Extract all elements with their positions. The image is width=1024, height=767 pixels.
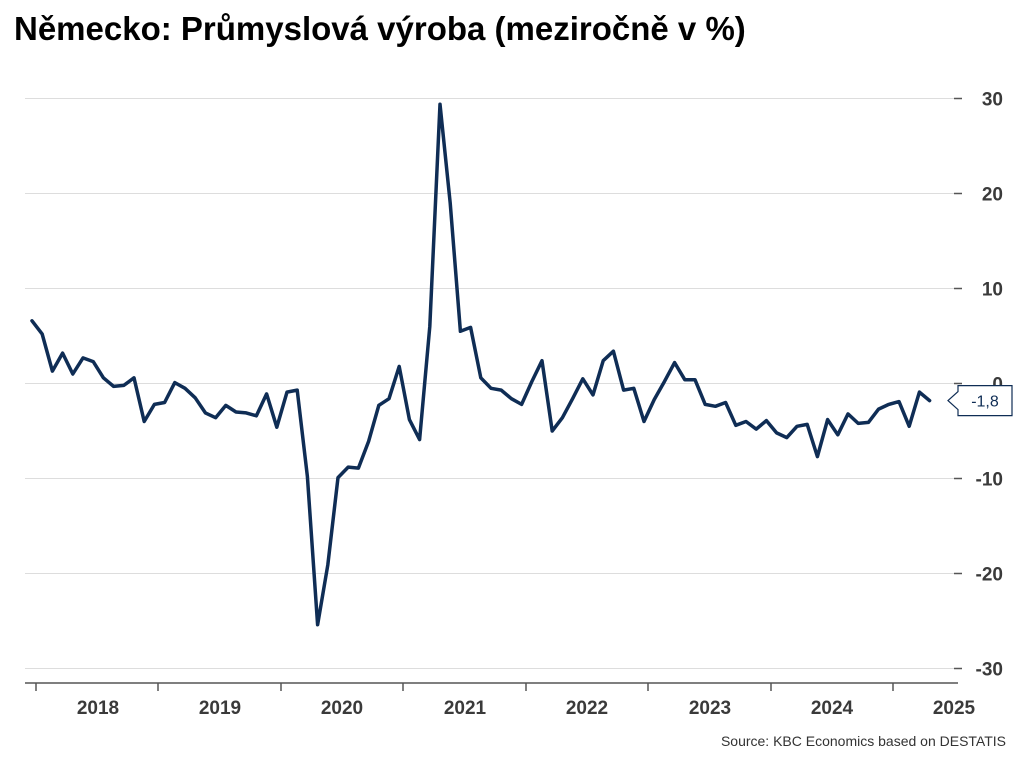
callout-label: -1,8 bbox=[971, 394, 999, 411]
x-tick-label: 2020 bbox=[321, 698, 363, 719]
source-note: Source: KBC Economics based on DESTATIS bbox=[720, 733, 1006, 749]
y-tick-label: -20 bbox=[976, 565, 1003, 586]
axes bbox=[25, 97, 962, 691]
x-tick-label: 2019 bbox=[199, 698, 241, 719]
y-tick-labels: 3020100-10-20-30 bbox=[976, 90, 1003, 681]
x-tick-labels: 2018 2019 2020 2021 2022 2023 2024 2025 bbox=[77, 698, 976, 719]
y-tick-label: 20 bbox=[982, 185, 1003, 206]
gridlines bbox=[25, 98, 958, 669]
last-value-callout: -1,8 bbox=[947, 385, 1013, 417]
x-tick-label: 2021 bbox=[444, 698, 487, 719]
x-tick-label: 2025 bbox=[933, 698, 976, 719]
chart-title: Německo: Průmyslová výroba (meziročně v … bbox=[14, 10, 746, 47]
x-tick-label: 2018 bbox=[77, 698, 119, 719]
x-tick-label: 2022 bbox=[566, 698, 608, 719]
x-tick-label: 2023 bbox=[689, 698, 731, 719]
x-tick-label: 2024 bbox=[811, 698, 854, 719]
y-tick-label: 30 bbox=[982, 90, 1003, 111]
y-tick-label: 10 bbox=[982, 280, 1003, 301]
y-tick-label: -10 bbox=[976, 470, 1003, 491]
callout-box bbox=[947, 385, 1013, 417]
series bbox=[30, 102, 932, 627]
series-line bbox=[30, 102, 932, 627]
y-tick-label: -30 bbox=[976, 660, 1003, 681]
